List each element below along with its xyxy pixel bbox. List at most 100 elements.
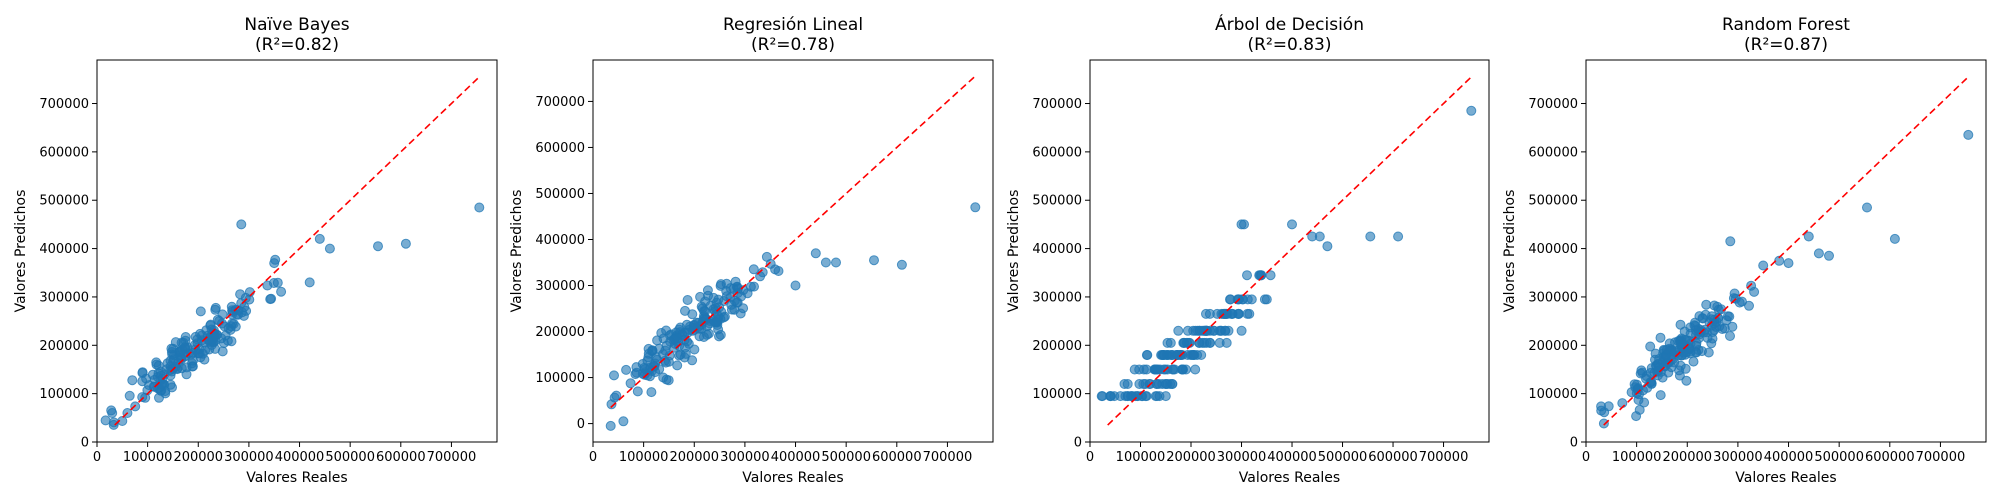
data-point (820, 257, 831, 268)
x-tick-label: 100000 (123, 450, 173, 465)
x-tick-label: 600000 (376, 450, 426, 465)
data-point (1150, 391, 1161, 402)
data-point (1679, 340, 1690, 351)
data-point (700, 306, 711, 317)
data-point (1156, 350, 1167, 360)
x-tick-label: 100000 (619, 450, 669, 465)
y-tick-label: 300000 (39, 290, 89, 305)
data-point (1393, 231, 1404, 242)
x-tick-label: 300000 (1713, 450, 1763, 465)
x-tick-label: 300000 (224, 450, 274, 465)
data-point (1120, 391, 1131, 402)
data-point (1639, 397, 1650, 408)
x-axis-label: Valores Reales (1735, 470, 1836, 486)
data-point (1214, 325, 1225, 336)
y-tick-label: 700000 (1032, 97, 1082, 112)
data-point (1244, 308, 1255, 319)
x-tick-label: 300000 (1217, 450, 1267, 465)
y-tick-label: 400000 (1528, 242, 1578, 257)
data-point (810, 248, 821, 259)
data-point (625, 378, 636, 389)
data-point (715, 329, 726, 340)
y-tick-label: 200000 (39, 339, 89, 354)
data-point (166, 347, 177, 357)
x-tick-label: 500000 (1318, 450, 1368, 465)
reference-line (1603, 76, 1969, 426)
data-point (643, 343, 654, 354)
x-tick-label: 500000 (325, 450, 375, 465)
chart-title: Random Forest (1722, 15, 1850, 35)
data-point (755, 271, 766, 282)
data-point (1634, 404, 1645, 415)
x-tick-label: 0 (1086, 450, 1094, 465)
data-point (195, 306, 206, 317)
chart-title: Naïve Bayes (244, 15, 349, 35)
plot-area (592, 59, 994, 443)
x-axis-label: Valores Reales (742, 470, 843, 486)
data-point (1719, 323, 1730, 334)
data-point (304, 277, 315, 288)
x-tick-label: 600000 (1865, 450, 1915, 465)
y-axis-label: Valores Predichos (1006, 190, 1022, 313)
x-axis-label: Valores Reales (246, 470, 347, 486)
data-point (1690, 325, 1701, 336)
data-point (195, 328, 206, 339)
y-tick-label: 500000 (1528, 194, 1578, 209)
data-point (210, 302, 221, 313)
data-point (687, 355, 698, 366)
data-point (1641, 373, 1651, 384)
data-point (266, 293, 277, 304)
y-tick-label: 400000 (39, 242, 89, 257)
data-point (1803, 231, 1814, 242)
data-point (1709, 300, 1720, 311)
data-point (1701, 299, 1712, 310)
data-point (621, 364, 632, 375)
plot-area (1089, 59, 1490, 443)
data-point (1694, 311, 1705, 322)
y-tick-label: 600000 (1032, 145, 1082, 160)
data-point (1190, 325, 1201, 336)
y-tick-label: 100000 (1032, 387, 1082, 402)
data-point (1466, 105, 1477, 116)
y-tick-label: 600000 (1528, 145, 1578, 160)
data-point (1725, 331, 1735, 341)
data-point (1675, 360, 1686, 371)
data-point (314, 233, 325, 244)
y-tick-label: 200000 (1032, 339, 1082, 354)
data-point (704, 318, 715, 329)
data-point (675, 349, 686, 360)
x-tick-label: 200000 (1662, 450, 1712, 465)
data-point (1661, 344, 1672, 355)
y-tick-label: 600000 (535, 141, 585, 156)
y-tick-label: 100000 (39, 387, 89, 402)
reference-line (1107, 76, 1472, 426)
data-point (1177, 364, 1188, 375)
data-point (206, 324, 217, 335)
x-tick-label: 400000 (1267, 450, 1317, 465)
data-point (149, 374, 160, 385)
data-point (1105, 391, 1116, 402)
data-point (276, 286, 287, 297)
data-point (618, 416, 629, 427)
data-point (137, 376, 148, 387)
plot-area (96, 59, 498, 443)
data-point (214, 316, 225, 326)
data-point (665, 336, 676, 347)
data-point (230, 321, 241, 332)
x-tick-label: 400000 (275, 450, 325, 465)
chart-title: Regresión Lineal (723, 15, 863, 35)
data-point (646, 387, 657, 398)
x-tick-label: 700000 (1419, 450, 1469, 465)
data-point (1138, 364, 1149, 375)
x-axis-label: Valores Reales (1239, 470, 1340, 486)
data-point (1598, 418, 1609, 429)
data-point (1365, 231, 1376, 242)
data-point (137, 392, 148, 403)
data-point (108, 419, 119, 430)
data-point (1190, 364, 1201, 375)
data-point (269, 258, 280, 269)
x-tick-label: 600000 (872, 450, 922, 465)
data-point (1655, 332, 1666, 343)
y-tick-label: 300000 (535, 279, 585, 294)
data-point (1204, 308, 1215, 319)
